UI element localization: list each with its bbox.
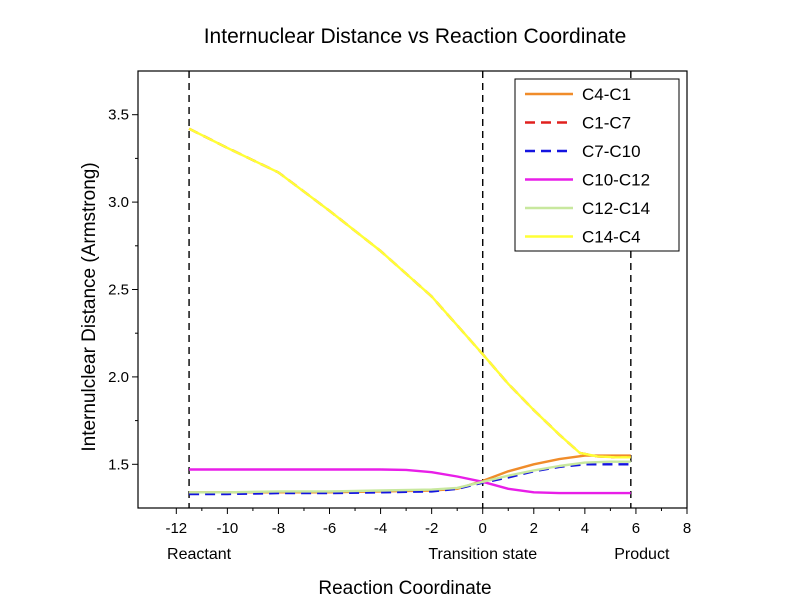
series-line-c4-c1 [189, 454, 631, 494]
y-tick-label: 3.5 [108, 107, 129, 124]
x-tick-label: -4 [374, 520, 387, 537]
y-tick-label: 2.0 [108, 369, 129, 386]
series-lines [188, 127, 631, 496]
x-tick-label: -2 [425, 520, 438, 537]
x-axis-label: Reaction Coordinate [318, 578, 491, 599]
legend: C4-C1 C1-C7 C7-C10 C10-C12 C12-C14 C14-C4 [514, 78, 680, 252]
x-tick-label: -12 [165, 520, 187, 537]
reference-line-label: Reactant [167, 546, 232, 563]
y-axis-label: Internulclear Distance (Armstrong) [79, 162, 100, 451]
x-axis: -12 -10 -8 -6 -4 -2 0 2 4 6 8 [165, 508, 691, 537]
reference-line-label: Product [614, 546, 670, 563]
legend-label: C12-C14 [582, 199, 650, 218]
legend-label: C14-C4 [582, 228, 641, 247]
series-line-c12-c14 [189, 460, 631, 494]
series-line-c14-c4 [188, 127, 631, 459]
legend-label: C1-C7 [582, 114, 631, 133]
y-axis: 1.5 2.0 2.5 3.0 3.5 [108, 107, 138, 473]
series-line-c10-c12 [189, 468, 631, 495]
x-tick-label: 6 [632, 520, 640, 537]
x-tick-label: 8 [683, 520, 691, 537]
x-tick-label: 4 [581, 520, 589, 537]
legend-label: C10-C12 [582, 171, 650, 190]
legend-label: C4-C1 [582, 85, 631, 104]
x-tick-label: -8 [272, 520, 285, 537]
y-tick-label: 3.0 [108, 194, 129, 211]
x-tick-label: 2 [530, 520, 538, 537]
y-tick-label: 1.5 [108, 456, 129, 473]
chart-title: Internuclear Distance vs Reaction Coordi… [204, 25, 627, 48]
legend-box [514, 78, 680, 252]
x-tick-label: -6 [323, 520, 336, 537]
reference-line-label: Transition state [428, 546, 537, 563]
x-tick-label: -10 [217, 520, 239, 537]
y-tick-label: 2.5 [108, 282, 129, 299]
x-tick-label: 0 [479, 520, 487, 537]
legend-label: C7-C10 [582, 142, 641, 161]
